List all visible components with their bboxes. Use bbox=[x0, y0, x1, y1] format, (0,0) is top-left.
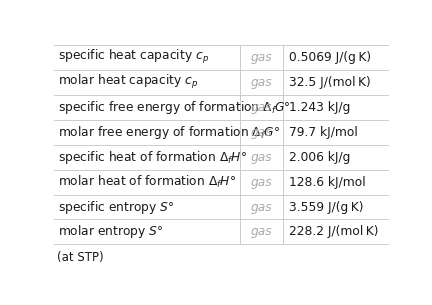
Text: molar heat capacity $c_p$: molar heat capacity $c_p$ bbox=[58, 73, 198, 91]
Text: 79.7 kJ/mol: 79.7 kJ/mol bbox=[289, 126, 358, 139]
Text: gas: gas bbox=[251, 225, 273, 239]
Text: specific heat capacity $c_p$: specific heat capacity $c_p$ bbox=[58, 48, 209, 66]
Text: (at STP): (at STP) bbox=[57, 251, 104, 264]
Text: 2.006 kJ/g: 2.006 kJ/g bbox=[289, 151, 351, 163]
Text: specific entropy $S°$: specific entropy $S°$ bbox=[58, 199, 175, 216]
Text: gas: gas bbox=[251, 126, 273, 139]
Text: gas: gas bbox=[251, 76, 273, 89]
Text: specific free energy of formation $\Delta_f G°$: specific free energy of formation $\Delt… bbox=[58, 99, 291, 116]
Text: specific heat of formation $\Delta_f H°$: specific heat of formation $\Delta_f H°$ bbox=[58, 149, 247, 166]
Text: 1.243 kJ/g: 1.243 kJ/g bbox=[289, 101, 351, 114]
Text: 0.5069 J/(g K): 0.5069 J/(g K) bbox=[289, 51, 372, 64]
Text: gas: gas bbox=[251, 176, 273, 188]
Text: molar free energy of formation $\Delta_f G°$: molar free energy of formation $\Delta_f… bbox=[58, 124, 280, 141]
Text: molar heat of formation $\Delta_f H°$: molar heat of formation $\Delta_f H°$ bbox=[58, 174, 236, 190]
Text: 3.559 J/(g K): 3.559 J/(g K) bbox=[289, 200, 364, 214]
Text: gas: gas bbox=[251, 101, 273, 114]
Text: gas: gas bbox=[251, 51, 273, 64]
Text: gas: gas bbox=[251, 200, 273, 214]
Text: 128.6 kJ/mol: 128.6 kJ/mol bbox=[289, 176, 366, 188]
Text: 228.2 J/(mol K): 228.2 J/(mol K) bbox=[289, 225, 379, 239]
Text: 32.5 J/(mol K): 32.5 J/(mol K) bbox=[289, 76, 371, 89]
Text: gas: gas bbox=[251, 151, 273, 163]
Text: molar entropy $S°$: molar entropy $S°$ bbox=[58, 224, 163, 240]
